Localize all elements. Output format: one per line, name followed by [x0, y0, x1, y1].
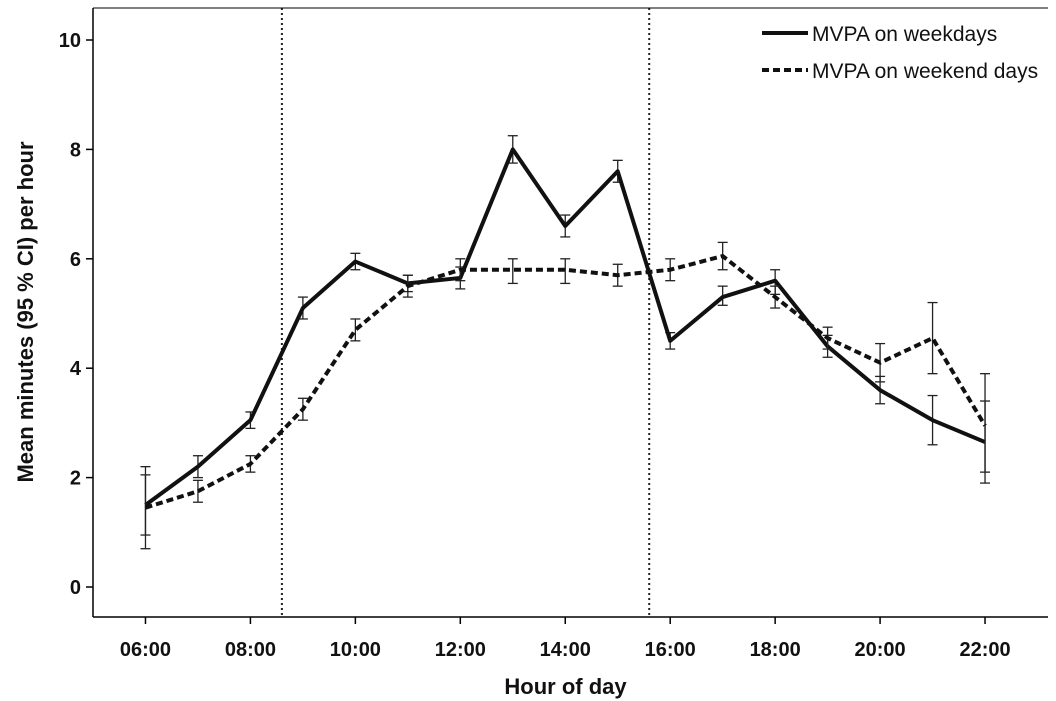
ticks: 0 2 4 6 8 10 06:00 08:00 10:00 12:00 14:00 16:00 18:… [59, 30, 1011, 661]
x-tick-label-10:00: 10:00 [330, 639, 381, 661]
y-tick-label-4: 4 [70, 358, 82, 380]
x-tick-label-16:00: 16:00 [645, 639, 696, 661]
x-axis-title: Hour of day [504, 674, 627, 699]
axes [93, 8, 1048, 617]
legend: MVPA on weekdays MVPA on weekend days [762, 23, 1038, 83]
y-tick-label-10: 10 [59, 30, 81, 52]
x-tick-label-18:00: 18:00 [750, 639, 801, 661]
x-tick-label-14:00: 14:00 [540, 639, 591, 661]
series-0 [140, 136, 990, 535]
legend-label-weekdays: MVPA on weekdays [812, 23, 997, 46]
x-tick-label-08:00: 08:00 [225, 639, 276, 661]
y-tick-label-6: 6 [70, 249, 81, 271]
y-tick-label-0: 0 [70, 577, 81, 599]
y-tick-label-8: 8 [70, 139, 81, 161]
reference-lines [282, 8, 649, 617]
x-tick-label-20:00: 20:00 [855, 639, 906, 661]
x-tick-label-12:00: 12:00 [435, 639, 486, 661]
x-tick-label-06:00: 06:00 [120, 639, 171, 661]
x-tick-label-22:00: 22:00 [959, 639, 1010, 661]
series-line-1 [145, 256, 985, 508]
series-line-0 [145, 149, 985, 505]
y-tick-label-2: 2 [70, 468, 81, 490]
series-1 [140, 242, 990, 548]
y-axis-title: Mean minutes (95 % CI) per hour [13, 141, 38, 482]
legend-label-weekend: MVPA on weekend days [812, 60, 1038, 83]
series-layer [140, 136, 990, 549]
